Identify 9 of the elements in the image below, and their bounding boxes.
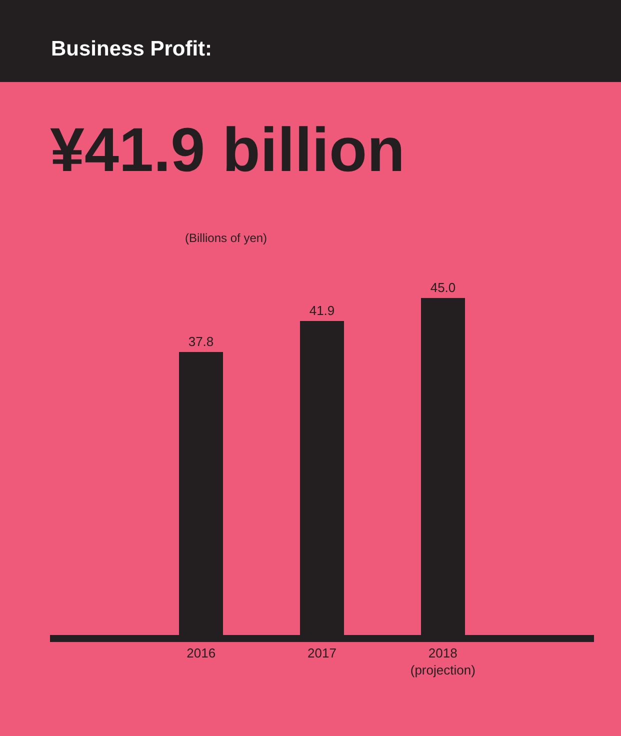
data-label: 45.0 — [430, 280, 456, 295]
data-label: 41.9 — [309, 303, 335, 318]
x-tick-label: 2017 — [308, 646, 336, 661]
chart-subtitle: ¥41.9 billion — [50, 116, 405, 185]
x-tick-label: 2018 (projection) — [410, 646, 476, 678]
data-label: 37.8 — [188, 334, 214, 349]
chart-title: Business Profit: — [51, 37, 212, 60]
text: (Billions of yen) — [185, 231, 268, 245]
x-tick-label: 2016 — [186, 646, 216, 661]
